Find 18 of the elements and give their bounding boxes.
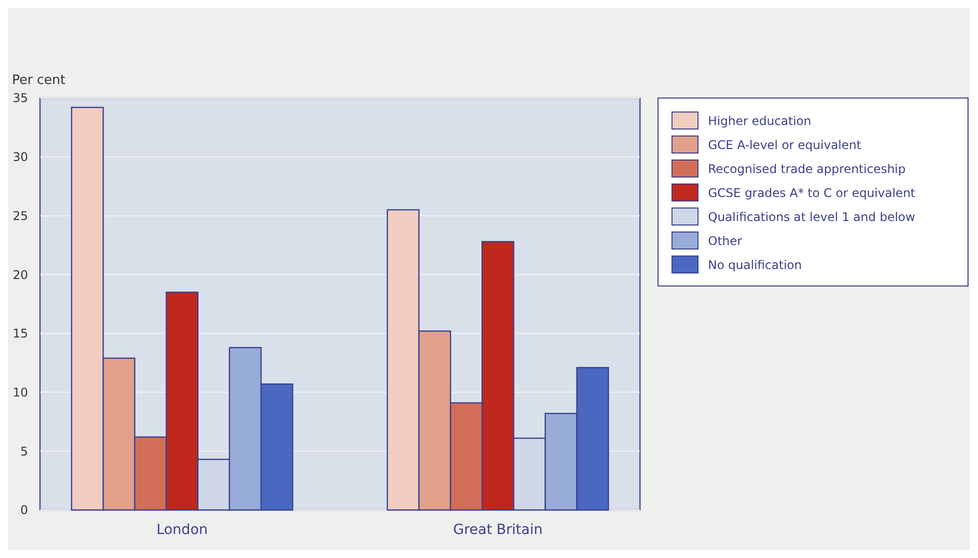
- legend-label: Qualifications at level 1 and below: [708, 210, 916, 224]
- y-axis-title: Per cent: [12, 73, 66, 88]
- legend-label: Other: [708, 234, 742, 248]
- y-tick-label: 35: [12, 91, 28, 106]
- y-tick-label: 30: [12, 150, 28, 164]
- legend-label: GCSE grades A* to C or equivalent: [708, 186, 916, 200]
- y-tick-label: 15: [12, 326, 28, 341]
- x-tick-label: Great Britain: [453, 522, 543, 538]
- legend-label: Recognised trade apprenticeship: [708, 162, 906, 176]
- legend-label: GCE A-level or equivalent: [708, 138, 862, 152]
- y-tick-label: 20: [12, 268, 28, 282]
- x-tick-label: London: [156, 522, 208, 538]
- legend-label: Higher education: [708, 114, 812, 128]
- y-tick-label: 0: [20, 503, 28, 518]
- y-tick-label: 10: [12, 385, 28, 400]
- legend-label: No qualification: [708, 258, 802, 272]
- y-tick-label: 5: [20, 444, 28, 458]
- y-tick-label: 25: [12, 208, 28, 223]
